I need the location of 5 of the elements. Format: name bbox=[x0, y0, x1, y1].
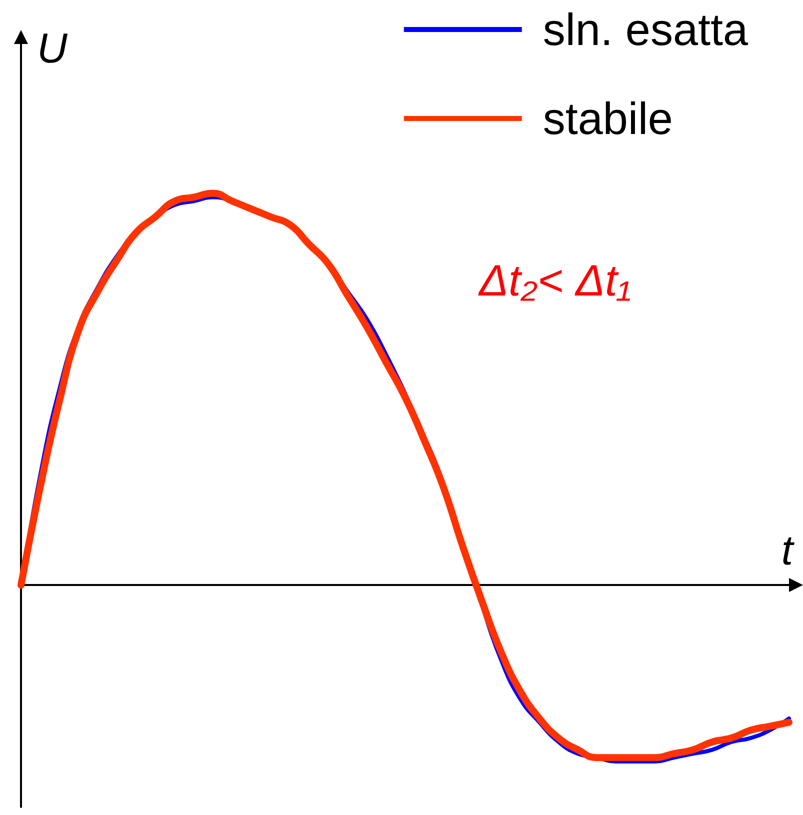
x-axis-title: t bbox=[781, 526, 796, 574]
y-axis-title: U bbox=[37, 24, 68, 72]
legend-label: stabile bbox=[542, 93, 673, 144]
legend-label: sln. esatta bbox=[542, 4, 749, 55]
annotation: Δt₂< Δt₁ bbox=[478, 256, 632, 306]
